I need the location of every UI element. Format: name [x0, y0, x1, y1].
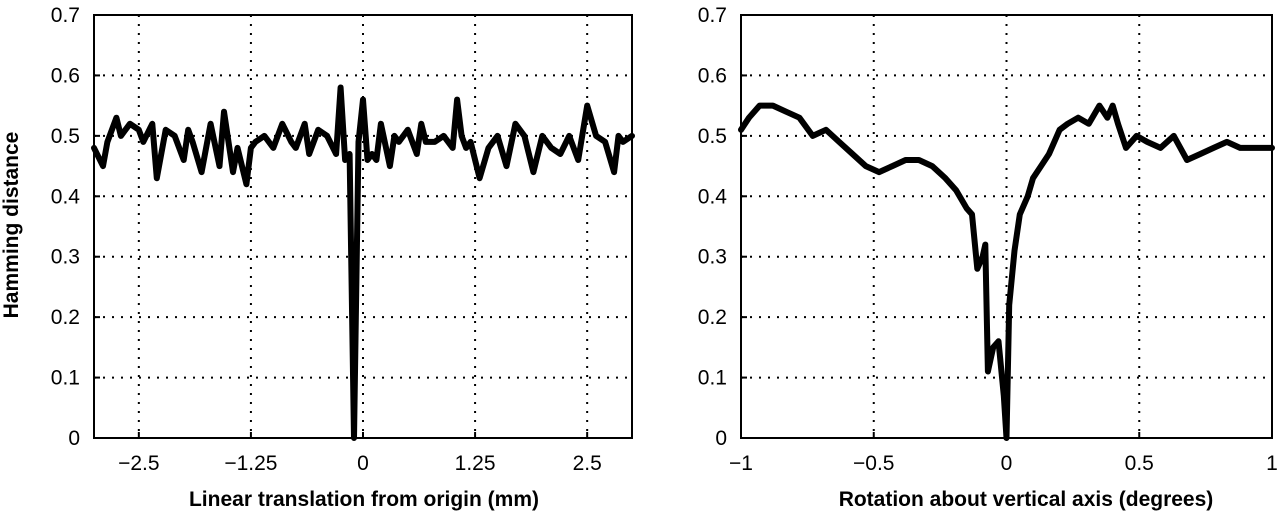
right-y-tick-label: 0.3 — [698, 246, 727, 269]
right-x-tick-label: −0.5 — [853, 452, 894, 475]
left-x-axis-label: Linear translation from origin (mm) — [189, 488, 539, 511]
left-x-tick-label: 1.25 — [455, 452, 496, 475]
left-y-tick-label: 0.2 — [51, 306, 80, 329]
left-y-tick-label: 0.6 — [51, 64, 80, 87]
left-x-tick-label: 0 — [357, 452, 369, 475]
right-x-tick-label: 0 — [1001, 452, 1013, 475]
right-y-tick-label: 0.7 — [698, 4, 727, 27]
left-x-tick-label: −2.5 — [118, 452, 159, 475]
left-y-tick-label: 0.5 — [51, 125, 80, 148]
right-x-ticks: −1 −0.5 0 0.5 1 — [729, 432, 1278, 475]
right-x-tick-label: −1 — [729, 452, 753, 475]
right-y-tick-label: 0.2 — [698, 306, 727, 329]
right-series-line — [738, 102, 1275, 441]
right-x-axis-label: Rotation about vertical axis (degrees) — [839, 488, 1214, 511]
right-y-tick-label: 0 — [715, 427, 727, 450]
right-y-tick-label: 0.1 — [698, 367, 727, 390]
right-y-tick-label: 0.4 — [698, 185, 728, 208]
right-plot: −1 −0.5 0 0.5 1 0 0.1 0.2 0.3 0.4 0.5 0.6 0.7 Rotat… — [698, 4, 1278, 511]
left-y-tick-label: 0.4 — [51, 185, 81, 208]
right-y-tick-label: 0.5 — [698, 125, 727, 148]
left-series-line — [91, 84, 635, 441]
left-plot: −2.5 −1.25 0 1.25 2.5 0 0.1 0.2 0.3 0.4 0.5 0.6 0.7… — [51, 4, 635, 511]
right-y-ticks: 0 0.1 0.2 0.3 0.4 0.5 0.6 0.7 — [698, 4, 747, 450]
left-x-ticks: −2.5 −1.25 0 1.25 2.5 — [118, 432, 602, 475]
left-y-tick-label: 0.7 — [51, 4, 80, 27]
right-x-tick-label: 0.5 — [1125, 452, 1154, 475]
y-axis-label: Hamming distance — [0, 132, 23, 319]
left-y-tick-label: 0.1 — [51, 367, 80, 390]
left-y-tick-label: 0.3 — [51, 246, 80, 269]
right-x-tick-label: 1 — [1266, 452, 1278, 475]
left-grid — [94, 15, 632, 438]
left-y-tick-label: 0 — [68, 427, 80, 450]
right-y-tick-label: 0.6 — [698, 64, 727, 87]
left-x-tick-label: −1.25 — [224, 452, 277, 475]
left-x-tick-label: 2.5 — [573, 452, 602, 475]
left-y-ticks: 0 0.1 0.2 0.3 0.4 0.5 0.6 0.7 — [51, 4, 100, 450]
